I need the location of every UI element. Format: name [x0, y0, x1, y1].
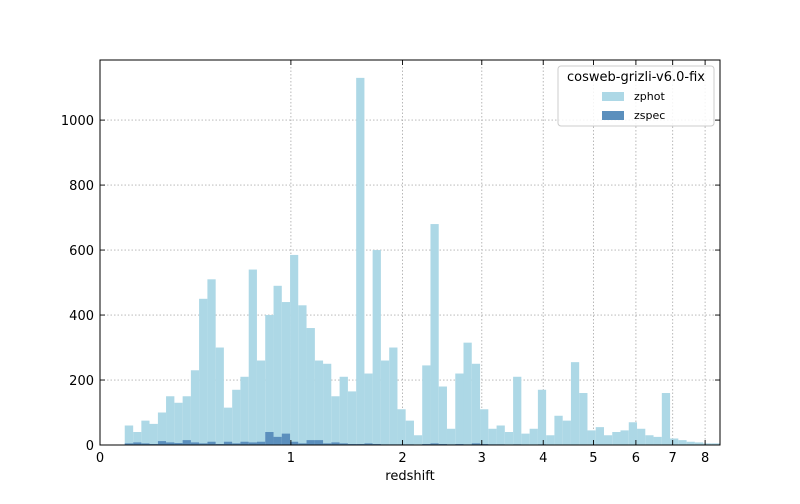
bar	[480, 409, 488, 445]
bar	[207, 279, 215, 445]
bar	[538, 390, 546, 445]
bar	[141, 421, 149, 445]
bar	[348, 391, 356, 445]
bar	[530, 429, 538, 445]
x-tick-label: 6	[632, 451, 640, 466]
bar	[381, 361, 389, 445]
bar	[265, 315, 273, 445]
legend-label: zphot	[634, 90, 665, 103]
bar	[174, 403, 182, 445]
bar	[513, 377, 521, 445]
bar	[579, 393, 587, 445]
y-tick-label: 0	[86, 439, 94, 454]
bar	[497, 426, 505, 445]
bar	[670, 439, 678, 445]
y-tick-label: 600	[69, 244, 94, 259]
legend-swatch	[602, 92, 624, 101]
bar	[430, 224, 438, 445]
x-tick-label: 3	[478, 451, 486, 466]
bar	[183, 396, 191, 445]
bar	[414, 435, 422, 445]
bar	[596, 427, 604, 445]
bar	[406, 421, 414, 445]
bar	[612, 432, 620, 445]
bar	[191, 370, 199, 445]
x-axis-label: redshift	[385, 469, 434, 484]
bar	[463, 343, 471, 445]
legend-swatch	[602, 111, 624, 120]
bar	[604, 435, 612, 445]
bar	[439, 387, 447, 445]
bar	[298, 305, 306, 445]
bar	[307, 440, 315, 445]
y-tick-label: 1000	[61, 114, 94, 129]
bar	[307, 328, 315, 445]
bar	[158, 441, 166, 445]
bar	[257, 361, 265, 445]
bar	[364, 374, 372, 445]
legend: cosweb-grizli-v6.0-fix zphot zspec	[558, 66, 714, 126]
legend-label: zspec	[634, 109, 665, 122]
bar	[505, 432, 513, 445]
bar	[645, 435, 653, 445]
bar	[183, 440, 191, 445]
bar	[637, 429, 645, 445]
bar	[315, 440, 323, 445]
bar	[678, 440, 686, 445]
bar	[521, 434, 529, 445]
bar	[150, 424, 158, 445]
bar	[422, 365, 430, 445]
bar	[240, 377, 248, 445]
bar	[265, 432, 273, 445]
legend-title: cosweb-grizli-v6.0-fix	[567, 70, 705, 85]
bar	[554, 416, 562, 445]
bar	[356, 78, 364, 445]
bar	[331, 396, 339, 445]
x-tick-label: 2	[398, 451, 406, 466]
bar	[158, 413, 166, 445]
bar	[571, 362, 579, 445]
bar	[373, 250, 381, 445]
bar	[455, 374, 463, 445]
bar	[472, 364, 480, 445]
bar	[488, 429, 496, 445]
x-tick-label: 0	[96, 451, 104, 466]
x-tick-label: 7	[669, 451, 677, 466]
bar	[447, 429, 455, 445]
bar	[274, 437, 282, 445]
bar	[216, 348, 224, 445]
bar	[282, 434, 290, 445]
y-tick-label: 400	[69, 309, 94, 324]
bar	[546, 435, 554, 445]
y-tick-label: 800	[69, 179, 94, 194]
bar	[274, 286, 282, 445]
bar	[232, 390, 240, 445]
bar	[662, 393, 670, 445]
bar	[397, 409, 405, 445]
bar	[620, 430, 628, 445]
bar	[199, 299, 207, 445]
bar	[249, 270, 257, 445]
bar	[654, 437, 662, 445]
bar	[290, 255, 298, 445]
bar	[282, 302, 290, 445]
x-tick-label: 8	[701, 451, 709, 466]
bar	[340, 377, 348, 445]
bar	[389, 348, 397, 445]
bar	[125, 426, 133, 445]
bar	[315, 361, 323, 445]
bar	[166, 396, 174, 445]
x-tick-label: 5	[589, 451, 597, 466]
y-tick-label: 200	[69, 374, 94, 389]
bar	[587, 430, 595, 445]
bar	[563, 421, 571, 445]
bar	[323, 364, 331, 445]
x-tick-label: 1	[287, 451, 295, 466]
x-tick-label: 4	[539, 451, 547, 466]
bar	[224, 408, 232, 445]
